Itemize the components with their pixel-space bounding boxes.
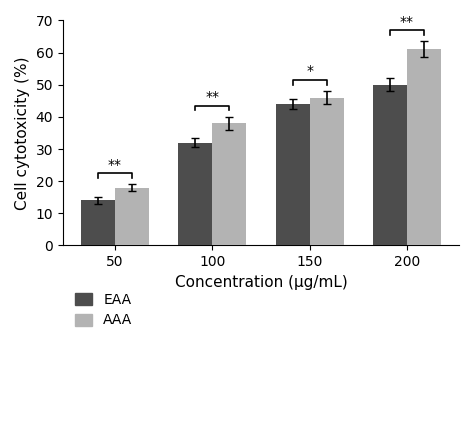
Y-axis label: Cell cytotoxicity (%): Cell cytotoxicity (%)	[15, 56, 30, 210]
Bar	[310, 98, 344, 246]
Text: **: **	[205, 90, 219, 104]
Bar	[115, 188, 149, 246]
Text: *: *	[306, 64, 313, 78]
Text: **: **	[108, 158, 122, 172]
Legend: EAA, AAA: EAA, AAA	[70, 287, 138, 333]
Text: **: **	[400, 14, 414, 28]
Bar	[407, 49, 441, 246]
Bar	[275, 104, 310, 246]
Bar	[212, 123, 246, 246]
Bar	[178, 143, 212, 246]
X-axis label: Concentration (μg/mL): Concentration (μg/mL)	[174, 275, 347, 290]
Bar	[81, 201, 115, 246]
Bar	[373, 85, 407, 246]
